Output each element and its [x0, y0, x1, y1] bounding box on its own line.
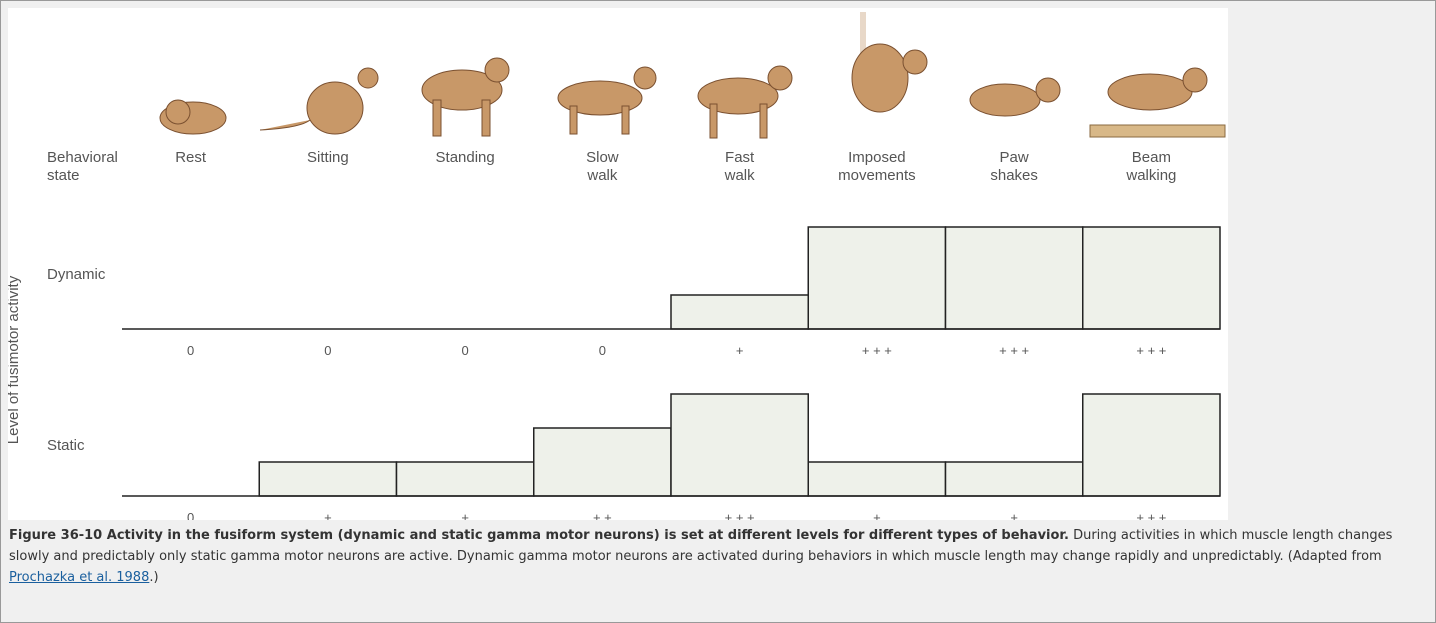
level-label: + + + — [725, 510, 755, 520]
caption-text: During activities in which muscle length… — [9, 528, 1393, 564]
level-label: + + + — [999, 343, 1029, 358]
activity-bar — [258, 461, 398, 497]
state-label: shakes — [990, 167, 1038, 184]
activity-bar — [670, 393, 809, 497]
caption-end: .) — [149, 570, 159, 585]
state-label: Rest — [175, 149, 207, 166]
level-label: + — [461, 510, 469, 520]
level-label: + — [1010, 510, 1018, 520]
state-label: walk — [586, 167, 618, 184]
level-label: 0 — [599, 343, 606, 358]
level-label: + + — [593, 510, 612, 520]
state-label: walk — [724, 167, 756, 184]
activity-bar — [944, 461, 1084, 497]
row-label: Dynamic — [47, 266, 106, 283]
state-label: movements — [838, 167, 916, 184]
level-label: + — [324, 510, 332, 520]
caption-bold: Figure 36-10 Activity in the fusiform sy… — [9, 528, 1069, 543]
state-label: Paw — [1000, 149, 1029, 166]
state-label: Fast — [725, 149, 755, 166]
activity-bar — [1082, 226, 1221, 330]
reference-link[interactable]: Prochazka et al. 1988 — [9, 570, 150, 585]
cat-illustrations — [159, 12, 1226, 139]
state-label: Imposed — [848, 149, 906, 166]
activity-bar — [670, 294, 809, 330]
state-label: Standing — [436, 149, 495, 166]
caption: Figure 36-10 Activity in the fusiform sy… — [9, 525, 1409, 588]
row-label: Static — [47, 437, 85, 454]
state-header: Behavioral — [47, 149, 118, 166]
level-label: 0 — [187, 343, 194, 358]
activity-bar — [807, 226, 947, 330]
activity-bar — [944, 226, 1084, 330]
level-label: 0 — [187, 510, 194, 520]
level-label: + — [736, 343, 744, 358]
activity-bar — [395, 461, 535, 497]
level-label: + + + — [1136, 343, 1166, 358]
activity-bar — [1082, 393, 1221, 497]
state-label: walking — [1125, 167, 1176, 184]
axis-label: Level of fusimotor activity — [8, 275, 22, 444]
state-label: Beam — [1132, 149, 1171, 166]
state-label: Sitting — [307, 149, 349, 166]
level-label: + + + — [1136, 510, 1166, 520]
state-label: Slow — [586, 149, 619, 166]
activity-bar — [533, 427, 672, 497]
level-label: 0 — [324, 343, 331, 358]
activity-bar — [807, 461, 947, 497]
level-label: + — [873, 510, 881, 520]
level-label: 0 — [462, 343, 469, 358]
figure: Level of fusimotor activity Behavioralsta… — [8, 8, 1228, 520]
level-label: + + + — [862, 343, 892, 358]
state-header: state — [47, 167, 80, 184]
